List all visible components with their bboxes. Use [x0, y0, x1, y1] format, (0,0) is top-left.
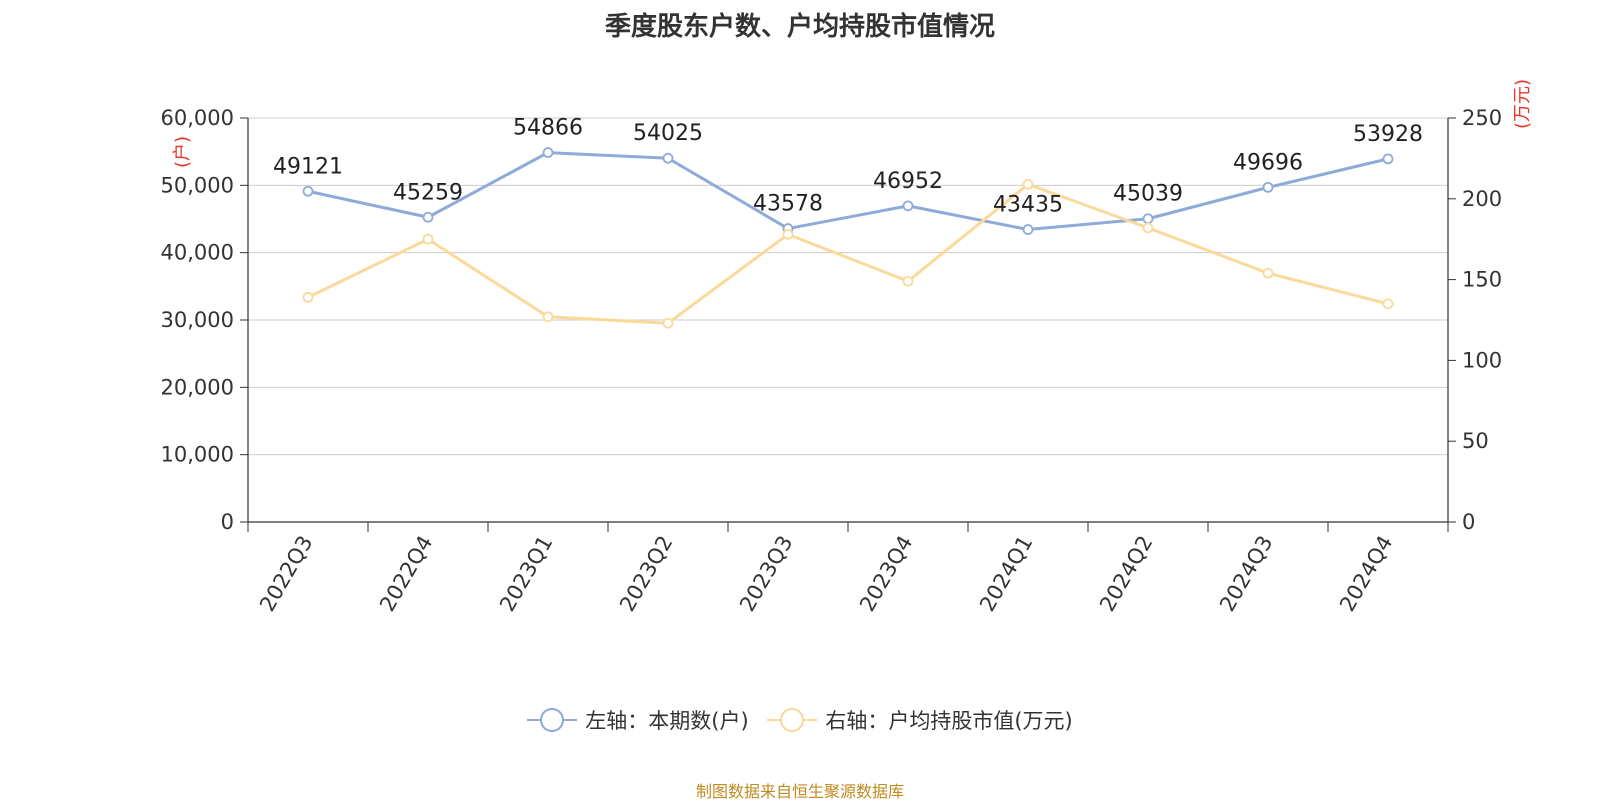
- x-axis-category-label: 2024Q4: [1335, 532, 1397, 616]
- shareholders-point: [1384, 154, 1393, 163]
- x-axis-category-label: 2024Q1: [975, 532, 1037, 616]
- right-axis-unit-label: (万元): [1512, 79, 1533, 129]
- avg-holding-value-point: [1144, 223, 1153, 232]
- data-label: 45259: [393, 180, 463, 205]
- legend-item-left[interactable]: 左轴：本期数(户): [527, 705, 748, 735]
- series-lines: [304, 148, 1393, 328]
- right-axis-tick-label: 100: [1462, 348, 1502, 372]
- data-labels: 49121 45259 54866 54025 43578 46952 43435 45039…: [273, 116, 1423, 218]
- right-axis-tick-label: 150: [1462, 268, 1502, 292]
- avg-holding-value-point: [1264, 269, 1273, 278]
- x-axis-category-label: 2023Q4: [855, 532, 917, 616]
- left-axis-tick-label: 0: [221, 510, 234, 534]
- left-axis-tick-label: 20,000: [161, 375, 234, 399]
- legend-left-circle-icon: [527, 707, 577, 733]
- shareholders-point: [904, 201, 913, 210]
- shareholders-point: [424, 213, 433, 222]
- x-axis-category-label: 2022Q4: [375, 532, 437, 616]
- shareholders-point: [1144, 214, 1153, 223]
- x-axis-category-label: 2023Q1: [495, 532, 557, 616]
- data-label: 54866: [513, 116, 583, 141]
- x-axis-category-label: 2024Q2: [1095, 532, 1157, 616]
- source-note: 制图数据来自恒生聚源数据库: [0, 778, 1600, 802]
- avg-holding-value-point: [664, 319, 673, 328]
- shareholders-point: [304, 187, 313, 196]
- data-label: 53928: [1353, 122, 1423, 147]
- right-axis-tick-label: 50: [1462, 429, 1489, 453]
- avg-holding-value-point: [1024, 180, 1033, 189]
- left-axis-tick-label: 50,000: [161, 173, 234, 197]
- left-axis-tick-label: 60,000: [161, 106, 234, 130]
- right-axis-tick-label: 200: [1462, 187, 1502, 211]
- avg-holding-value-point: [1384, 299, 1393, 308]
- legend-right-circle-icon: [767, 707, 817, 733]
- data-label: 46952: [873, 169, 943, 194]
- x-axis-category-label: 2024Q3: [1215, 532, 1277, 616]
- axes: 0 10,000 20,000 30,000 40,000 50,000 60,000 0 50…: [161, 79, 1533, 616]
- data-label: 43578: [753, 192, 823, 217]
- right-axis-tick-label: 0: [1462, 510, 1475, 534]
- shareholders-point: [1264, 183, 1273, 192]
- avg-holding-value-point: [784, 230, 793, 239]
- data-label: 43435: [993, 193, 1063, 218]
- left-axis-unit-label: (户): [172, 136, 193, 168]
- data-label: 49121: [273, 154, 343, 179]
- avg-holding-value-point: [904, 277, 913, 286]
- x-axis-category-label: 2023Q3: [735, 532, 797, 616]
- data-label: 54025: [633, 121, 703, 146]
- left-axis-tick-label: 10,000: [161, 443, 234, 467]
- x-axis-category-label: 2023Q2: [615, 532, 677, 616]
- avg-holding-value-point: [424, 235, 433, 244]
- data-label: 49696: [1233, 150, 1303, 175]
- left-axis-tick-label: 30,000: [161, 308, 234, 332]
- x-axis-category-label: 2022Q3: [255, 532, 317, 616]
- legend-right-label: 右轴：户均持股市值(万元): [825, 705, 1072, 735]
- avg-holding-value-point: [304, 293, 313, 302]
- legend-item-right[interactable]: 右轴：户均持股市值(万元): [767, 705, 1072, 735]
- legend: 左轴：本期数(户) 右轴：户均持股市值(万元): [0, 705, 1600, 738]
- chart-canvas: 0 10,000 20,000 30,000 40,000 50,000 60,000 0 50…: [0, 0, 1600, 690]
- avg-holding-value-point: [544, 312, 553, 321]
- shareholders-point: [1024, 225, 1033, 234]
- left-axis-tick-label: 40,000: [161, 241, 234, 265]
- shareholders-point: [664, 154, 673, 163]
- data-label: 45039: [1113, 182, 1183, 207]
- right-axis-tick-label: 250: [1462, 106, 1502, 130]
- legend-left-label: 左轴：本期数(户): [585, 705, 748, 735]
- shareholders-point: [544, 148, 553, 157]
- series-line-shareholders: [308, 153, 1388, 230]
- series-line-avg-holding-value: [308, 184, 1388, 323]
